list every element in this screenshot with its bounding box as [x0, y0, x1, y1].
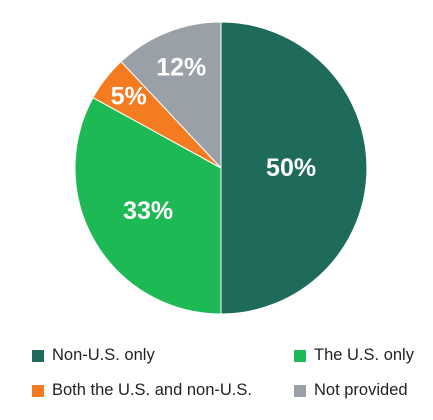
legend-label: Non-U.S. only	[52, 346, 155, 364]
legend: Non-U.S. only The U.S. only Both the U.S…	[32, 346, 427, 406]
pie-slice-label-0: 50%	[266, 154, 316, 182]
pie-slice-label-3: 12%	[156, 54, 206, 82]
legend-label: The U.S. only	[314, 346, 414, 364]
pie-slices	[74, 21, 368, 315]
pie-slice-label-1: 33%	[123, 197, 173, 225]
legend-label: Both the U.S. and non-U.S.	[52, 381, 252, 399]
pie-slice-label-2: 5%	[111, 82, 147, 110]
legend-label: Not provided	[314, 381, 408, 399]
legend-item-both: Both the U.S. and non-U.S.	[32, 381, 252, 400]
legend-swatch-both	[32, 384, 44, 397]
legend-swatch-not-provided	[294, 384, 306, 397]
legend-swatch-us-only	[294, 349, 306, 362]
legend-item-not-provided: Not provided	[294, 381, 408, 400]
pie-slice-1	[74, 96, 222, 315]
legend-swatch-non-us-only	[32, 349, 44, 362]
pie-slice-3	[120, 21, 222, 170]
pie-chart-svg: 50% 33% 5% 12%	[74, 21, 368, 315]
legend-item-non-us-only: Non-U.S. only	[32, 346, 155, 365]
pie-slice-0	[220, 21, 368, 315]
pie-slice-labels: 50% 33% 5% 12%	[111, 54, 316, 226]
legend-item-us-only: The U.S. only	[294, 346, 414, 365]
